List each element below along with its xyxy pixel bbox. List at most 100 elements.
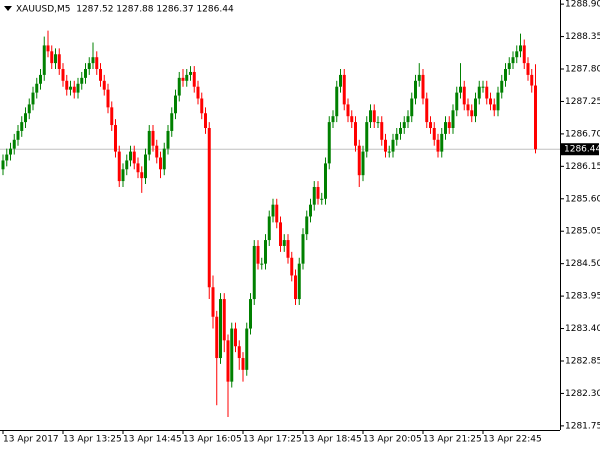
candle-body	[117, 151, 121, 182]
candle-body	[237, 346, 241, 359]
candle-body	[65, 80, 69, 90]
candle-body	[350, 116, 354, 123]
candle-body	[267, 216, 271, 241]
candle-body	[440, 133, 444, 152]
candle-body	[504, 69, 507, 81]
candle-body	[24, 113, 27, 123]
candle-body	[204, 113, 207, 128]
candle-body	[264, 240, 267, 264]
candle-body	[470, 110, 474, 117]
last-price-box	[561, 143, 599, 156]
candle-body	[361, 151, 365, 176]
candle-body	[451, 110, 455, 128]
candle-body	[121, 169, 125, 182]
x-tick-label: 13 Apr 21:25	[423, 435, 482, 445]
candle-body	[211, 287, 215, 317]
candle-body	[282, 240, 286, 246]
candle-body	[327, 122, 331, 164]
candle-body	[177, 77, 181, 96]
candle-body	[474, 98, 477, 117]
candle-body	[305, 216, 309, 235]
candle-body	[61, 69, 65, 81]
candle-body	[372, 110, 376, 123]
candle-body	[365, 122, 369, 152]
candle-body	[429, 122, 432, 128]
candle-body	[16, 130, 20, 140]
x-tick-label: 13 Apr 20:05	[363, 435, 422, 445]
candle-body	[249, 299, 252, 329]
candle-body	[485, 86, 489, 99]
candle-body	[507, 63, 511, 70]
y-tick-label: 1287.25	[565, 97, 600, 107]
y-tick-label: 1282.85	[565, 356, 600, 366]
y-tick-label: 1285.60	[565, 194, 600, 204]
x-tick-label: 13 Apr 2017	[3, 435, 59, 445]
candle-body	[5, 154, 9, 161]
candle-body	[234, 328, 237, 347]
candle-body	[226, 340, 230, 382]
candle-body	[301, 234, 305, 264]
y-tick-label: 1284.50	[565, 259, 600, 269]
candle-body	[522, 45, 526, 64]
candle-body	[102, 80, 106, 90]
x-tick-label: 13 Apr 22:45	[483, 435, 542, 445]
candle-body	[174, 95, 177, 114]
candle-body	[245, 328, 249, 370]
y-tick-label: 1286.70	[565, 129, 600, 139]
candle-body	[455, 92, 459, 111]
candle-body	[215, 316, 219, 359]
candle-body	[279, 222, 282, 246]
x-tick-label: 13 Apr 14:45	[123, 435, 182, 445]
candle-body	[196, 86, 200, 99]
candle-body	[384, 139, 387, 152]
menu-arrow	[4, 6, 12, 11]
x-tick-label: 13 Apr 18:45	[303, 435, 362, 445]
y-tick-label: 1288.90	[565, 0, 600, 10]
candle-body	[31, 92, 35, 105]
candle-body	[99, 69, 102, 81]
candle-body	[95, 57, 99, 70]
candle-body	[477, 86, 481, 99]
candle-body	[69, 86, 72, 90]
candle-body	[444, 122, 447, 134]
y-tick-label: 1288.35	[565, 32, 600, 42]
candle-body	[519, 45, 522, 52]
candle-body	[35, 83, 39, 93]
candle-body	[395, 133, 399, 140]
candle-body	[294, 275, 297, 300]
candle-body	[391, 139, 395, 152]
candle-body	[252, 245, 256, 300]
candle-body	[354, 122, 357, 146]
candle-body	[87, 63, 91, 70]
x-tick-label: 13 Apr 16:05	[183, 435, 242, 445]
candle-body	[414, 80, 417, 99]
candle-body	[459, 86, 462, 93]
last-price-label: 1286.44	[564, 145, 600, 155]
y-tick-label: 1286.15	[565, 162, 600, 172]
candle-body	[42, 45, 46, 75]
candle-body	[339, 74, 342, 87]
candle-body	[320, 198, 324, 200]
chart-title: XAUUSD,M5 1287.52 1287.88 1286.37 1286.4…	[16, 5, 234, 15]
candle-body	[132, 151, 136, 164]
candle-body	[91, 57, 95, 64]
candle-body	[57, 54, 61, 70]
candle-body	[110, 107, 114, 126]
candle-body	[1, 160, 5, 170]
candle-body	[189, 71, 192, 75]
candle-body	[84, 69, 87, 78]
candle-body	[20, 122, 24, 131]
candle-body	[230, 328, 234, 382]
candle-body	[402, 122, 406, 128]
candle-body	[462, 86, 466, 105]
candle-body	[271, 204, 275, 217]
y-tick-label: 1283.95	[565, 292, 600, 302]
y-tick-label: 1285.05	[565, 227, 600, 237]
candle-body	[147, 130, 151, 155]
candle-body	[376, 122, 380, 124]
x-tick-label: 13 Apr 17:25	[243, 435, 302, 445]
candle-body	[324, 163, 327, 199]
candle-body	[387, 151, 391, 153]
candle-body	[492, 104, 496, 111]
